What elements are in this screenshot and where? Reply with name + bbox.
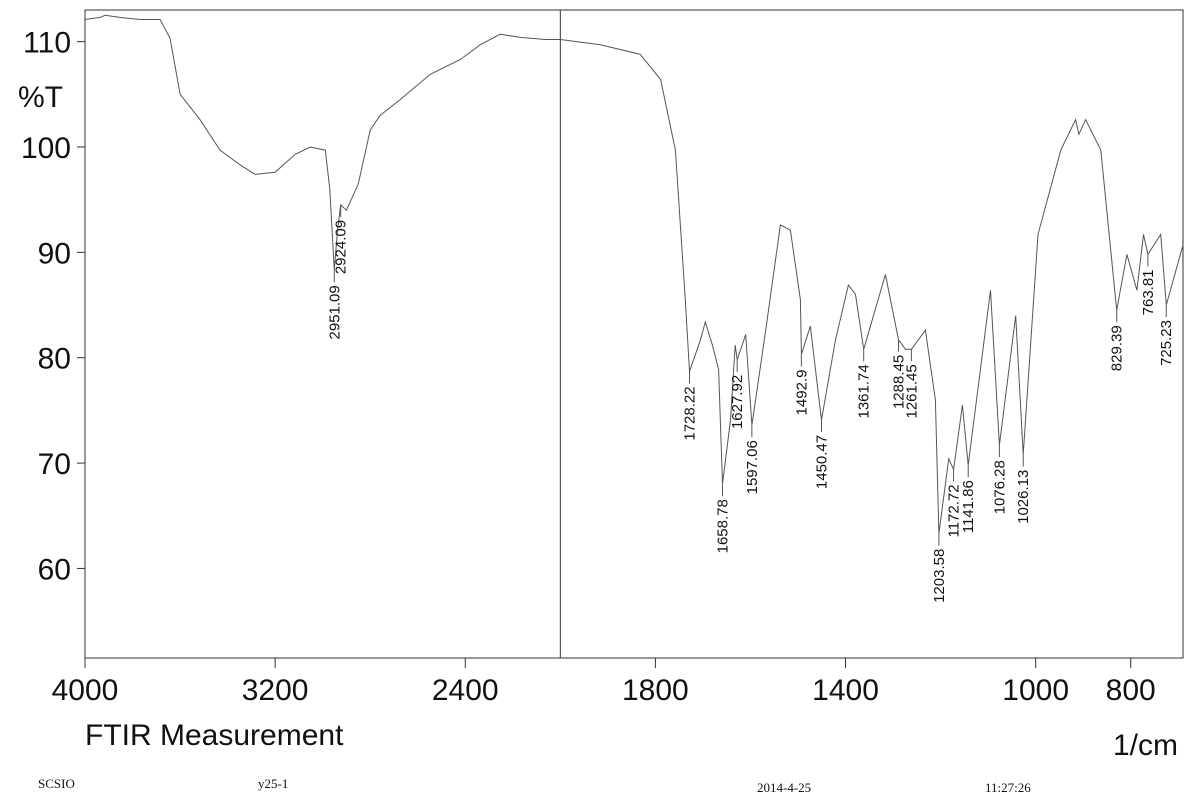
- footer-time: 11:27:26: [985, 780, 1031, 795]
- spectrum: [84, 14, 1184, 534]
- footer-sample: y25-1: [258, 776, 288, 791]
- peak-label: 1203.58: [931, 549, 948, 603]
- x-tick-label: 2400: [432, 674, 499, 707]
- x-tick-label: 1800: [622, 674, 689, 707]
- x-unit: 1/cm: [1113, 729, 1178, 762]
- peak-label: 1026.13: [1015, 470, 1032, 524]
- x-tick-label: 1400: [812, 674, 879, 707]
- peak-label: 725.23: [1158, 320, 1175, 366]
- x-tick-label: 4000: [52, 674, 119, 707]
- y-tick-label: 60: [38, 553, 71, 586]
- peak-label: 1261.45: [903, 364, 920, 418]
- peak-label: 1597.06: [744, 440, 761, 494]
- peak-label: 763.81: [1140, 269, 1157, 315]
- x-tick-label: 800: [1106, 674, 1156, 707]
- plot-frame: [84, 9, 1184, 659]
- y-tick-label: 80: [38, 343, 71, 376]
- peak-label: 1450.47: [814, 435, 831, 489]
- peak-label: 1172.72: [946, 484, 963, 537]
- peak-label: 1361.74: [856, 364, 873, 418]
- y-title: %T: [18, 81, 63, 114]
- y-tick-label: 110: [23, 27, 71, 60]
- y-tick-label: 90: [38, 237, 71, 270]
- peak-label: 1076.28: [991, 460, 1008, 514]
- x-tick-label: 3200: [242, 674, 309, 707]
- x-tick-label: 1000: [1002, 674, 1069, 707]
- peak-label: 1627.92: [729, 375, 746, 429]
- x-title: FTIR Measurement: [85, 719, 344, 752]
- peak-label: 1658.78: [715, 499, 732, 553]
- footer-date: 2014-4-25: [757, 780, 811, 795]
- peak-label: 1288.45: [891, 355, 908, 409]
- peak-label: 1141.86: [960, 480, 977, 533]
- peak-label: 2924.09: [333, 220, 350, 274]
- peak-label: 1492.9: [793, 370, 810, 416]
- peak-label: 1728.22: [682, 386, 699, 440]
- y-tick-label: 100: [21, 132, 71, 165]
- footer-org: SCSIO: [38, 776, 75, 791]
- peak-label: 2951.09: [326, 285, 343, 339]
- y-tick-label: 70: [38, 448, 71, 481]
- peak-label: 829.39: [1109, 325, 1126, 371]
